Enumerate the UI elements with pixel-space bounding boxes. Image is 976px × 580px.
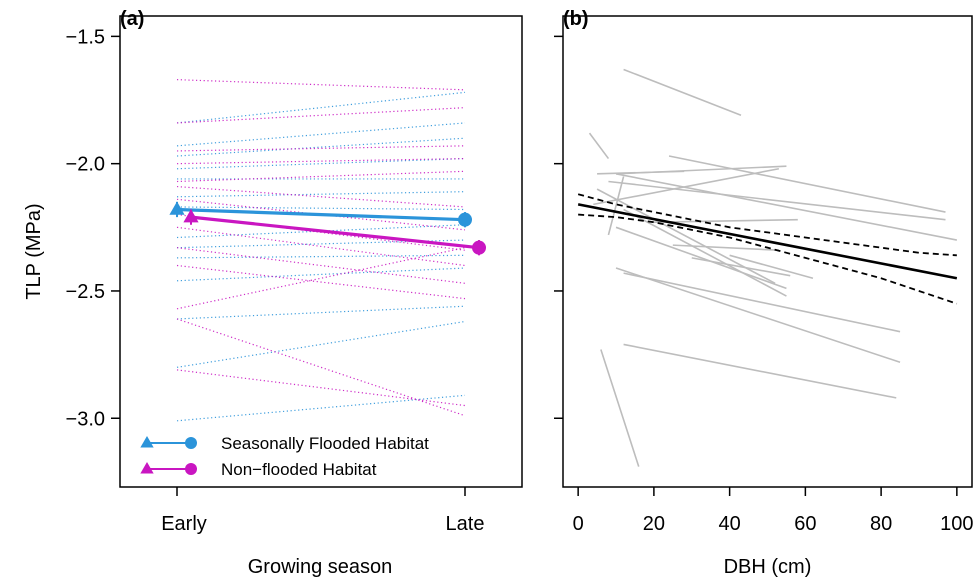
individual-regression-line-5: [668, 155, 946, 213]
nonflooded-individual-line-14: [176, 318, 466, 417]
panel-a-y-axis-title: TLP (MPa): [23, 203, 45, 299]
flooded-individual-line-14: [176, 394, 466, 422]
individual-regression-line-17: [623, 272, 901, 333]
individual-regression-line-15: [691, 257, 791, 277]
panel-a-x-axis-title: Growing season: [248, 556, 393, 578]
panel-b-regression: [577, 193, 958, 305]
nonflooded-mean-line: [190, 215, 480, 250]
legend-label-nonflooded: Non−flooded Habitat: [221, 460, 377, 479]
individual-regression-line-16: [729, 254, 814, 280]
fit-line: [577, 203, 958, 280]
flooded-marker-late: [458, 212, 472, 227]
individual-regression-line-12: [615, 226, 787, 290]
individual-regression-line-19: [600, 349, 640, 467]
panel-b: (b) 0 20 40 60 80 100 DBH (cm): [554, 8, 974, 578]
panel-a-y-tick-label-2: −2.0: [66, 154, 105, 176]
flooded-individual-line-13: [176, 320, 466, 368]
panel-a-x-axis: Early Late: [161, 487, 484, 535]
individual-regression-line-18: [615, 267, 901, 364]
nonflooded-individual-line-6: [176, 185, 466, 208]
flooded-mean-line: [176, 207, 466, 222]
legend-triangle-nonflooded: [140, 462, 154, 474]
panel-b-x-tick-label-3: 40: [719, 513, 741, 535]
panel-b-tag: (b): [563, 8, 589, 30]
individual-regression-line-9: [607, 176, 625, 236]
nonflooded-individual-line-10: [176, 247, 466, 284]
panel-a-y-tick-label-3: −2.5: [66, 281, 105, 303]
panel-a-x-tick-label-late: Late: [446, 513, 485, 535]
flooded-individual-line-4: [176, 157, 466, 170]
legend: Seasonally Flooded Habitat Non−flooded Ha…: [140, 434, 429, 479]
legend-circle-nonflooded: [185, 463, 197, 475]
panel-a-x-tick-label-early: Early: [161, 513, 207, 535]
nonflooded-individual-line-1: [176, 79, 466, 91]
nonflooded-individual-line-3: [176, 145, 466, 152]
panel-a-y-axis: −1.5 −2.0 −2.5 −3.0: [66, 26, 120, 430]
panel-b-individual-lines: [588, 68, 958, 467]
flooded-individual-line-2: [176, 122, 466, 147]
panel-b-frame: [562, 15, 973, 488]
panel-b-x-tick-label-2: 20: [643, 513, 665, 535]
flooded-individual-line-7: [176, 206, 466, 211]
panel-a-mean-series: [169, 201, 486, 256]
legend-label-flooded: Seasonally Flooded Habitat: [221, 434, 429, 453]
flooded-individual-line-6: [176, 191, 466, 198]
panel-b-x-axis: 0 20 40 60 80 100: [573, 487, 974, 535]
nonflooded-individual-line-5: [176, 170, 466, 183]
individual-regression-line-20: [623, 343, 897, 399]
ci-upper-line: [577, 193, 957, 257]
panel-a-tag: (a): [120, 8, 144, 30]
nonflooded-individual-line-13: [176, 369, 466, 407]
panel-a-y-tick-label-4: −3.0: [66, 408, 105, 430]
flooded-individual-line-3: [176, 137, 466, 157]
legend-circle-flooded: [185, 437, 197, 449]
individual-regression-line-4: [615, 165, 787, 175]
flooded-individual-line-10: [176, 254, 466, 259]
individual-regression-line-8: [593, 167, 780, 206]
panel-a: (a) −1.5 −2.0 −2.5 −3.0 Early Late TLP (MPa)…: [23, 8, 523, 578]
individual-regression-line-2: [588, 132, 610, 160]
panel-b-x-tick-label-5: 80: [870, 513, 892, 535]
flooded-individual-line-1: [176, 91, 466, 124]
panel-b-y-axis: [554, 35, 563, 420]
nonflooded-individual-line-11: [176, 264, 466, 300]
panel-b-x-axis-title: DBH (cm): [724, 556, 812, 578]
ci-lower-line: [578, 213, 958, 305]
flooded-individual-line-12: [176, 305, 466, 320]
flooded-individual-line-11: [176, 267, 466, 282]
panel-a-individual-lines: [176, 79, 466, 422]
individual-regression-line-1: [623, 68, 742, 117]
nonflooded-marker-late: [472, 240, 486, 255]
panel-b-x-tick-label-6: 100: [940, 513, 973, 535]
individual-regression-line-6: [608, 180, 946, 221]
individual-regression-line-7: [615, 173, 958, 241]
individual-regression-line-13: [623, 208, 787, 297]
individual-regression-line-14: [672, 244, 779, 252]
individual-regression-line-11: [596, 188, 776, 285]
legend-triangle-flooded: [140, 436, 154, 448]
nonflooded-individual-line-2: [176, 107, 466, 124]
nonflooded-individual-line-4: [176, 157, 466, 165]
nonflooded-marker-early: [183, 209, 199, 223]
nonflooded-individual-line-9: [176, 226, 466, 267]
panel-b-x-tick-label-1: 0: [573, 513, 584, 535]
individual-regression-line-10: [653, 218, 798, 224]
nonflooded-individual-line-12: [176, 247, 466, 310]
panel-a-y-tick-label-1: −1.5: [66, 26, 105, 48]
flooded-individual-line-8: [176, 224, 466, 239]
flooded-marker-early: [169, 201, 185, 215]
panel-a-frame: [119, 15, 523, 488]
panel-b-x-tick-label-4: 60: [794, 513, 816, 535]
